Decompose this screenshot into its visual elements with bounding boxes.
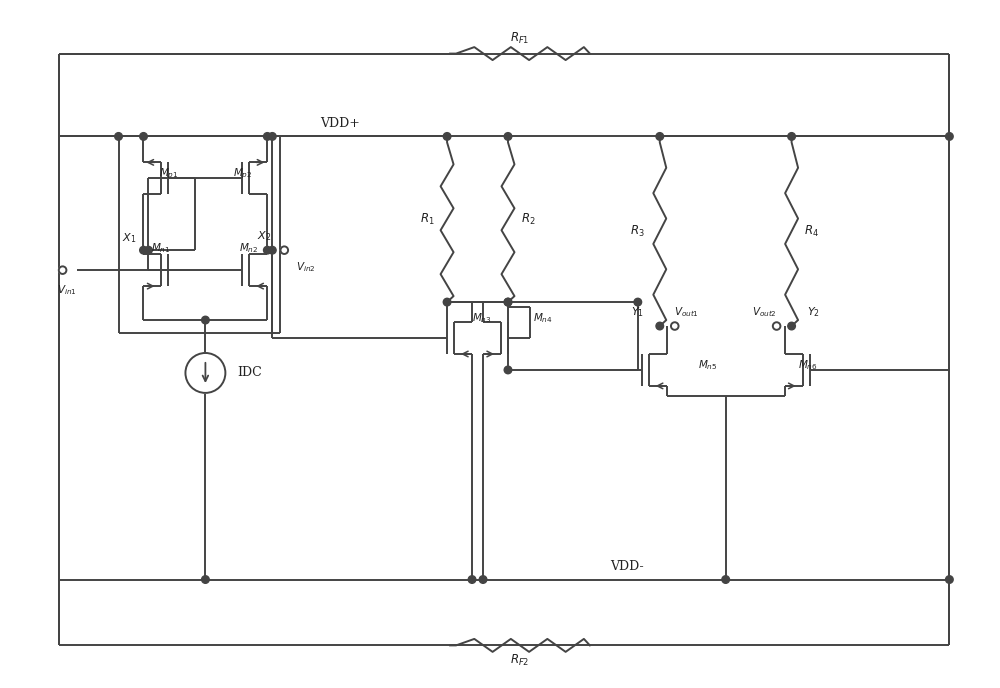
Text: $M_{n5}$: $M_{n5}$ bbox=[698, 358, 717, 372]
Text: $V_{out1}$: $V_{out1}$ bbox=[674, 305, 699, 319]
Circle shape bbox=[946, 133, 953, 140]
Text: $M_{n4}$: $M_{n4}$ bbox=[533, 311, 553, 325]
Circle shape bbox=[443, 133, 451, 140]
Text: $R_1$: $R_1$ bbox=[420, 212, 434, 227]
Circle shape bbox=[656, 133, 664, 140]
Text: IDC: IDC bbox=[237, 367, 262, 380]
Text: $R_{F2}$: $R_{F2}$ bbox=[510, 653, 530, 668]
Circle shape bbox=[264, 133, 271, 140]
Circle shape bbox=[115, 133, 122, 140]
Circle shape bbox=[634, 299, 642, 306]
Text: $R_2$: $R_2$ bbox=[521, 212, 535, 227]
Circle shape bbox=[479, 576, 487, 583]
Text: $R_4$: $R_4$ bbox=[804, 224, 819, 239]
Circle shape bbox=[504, 299, 512, 306]
Circle shape bbox=[722, 576, 729, 583]
Circle shape bbox=[468, 576, 476, 583]
Circle shape bbox=[671, 322, 679, 330]
Text: $V_{in2}$: $V_{in2}$ bbox=[296, 260, 316, 274]
Circle shape bbox=[140, 246, 147, 254]
Circle shape bbox=[946, 576, 953, 583]
Text: $X_1$: $X_1$ bbox=[122, 231, 137, 245]
Text: $V_{out2}$: $V_{out2}$ bbox=[752, 305, 777, 319]
Text: $R_{F1}$: $R_{F1}$ bbox=[510, 31, 530, 46]
Circle shape bbox=[656, 322, 664, 330]
Circle shape bbox=[264, 246, 271, 254]
Circle shape bbox=[443, 299, 451, 306]
Text: $R_3$: $R_3$ bbox=[630, 224, 645, 239]
Text: $Y_1$: $Y_1$ bbox=[631, 305, 644, 319]
Circle shape bbox=[504, 133, 512, 140]
Circle shape bbox=[504, 366, 512, 374]
Circle shape bbox=[504, 299, 512, 306]
Circle shape bbox=[145, 246, 152, 254]
Text: $M_{p2}$: $M_{p2}$ bbox=[233, 166, 252, 180]
Circle shape bbox=[202, 316, 209, 324]
Circle shape bbox=[773, 322, 780, 330]
Text: $X_2$: $X_2$ bbox=[257, 229, 271, 243]
Text: $M_{n3}$: $M_{n3}$ bbox=[472, 311, 492, 325]
Text: VDD-: VDD- bbox=[610, 560, 643, 573]
Circle shape bbox=[269, 133, 276, 140]
Circle shape bbox=[59, 266, 66, 274]
Circle shape bbox=[281, 246, 288, 254]
Text: VDD+: VDD+ bbox=[320, 117, 360, 130]
Text: $V_{in1}$: $V_{in1}$ bbox=[57, 283, 76, 297]
Circle shape bbox=[788, 322, 795, 330]
Circle shape bbox=[269, 246, 276, 254]
Text: $M_{n6}$: $M_{n6}$ bbox=[798, 358, 817, 372]
Text: $M_{p1}$: $M_{p1}$ bbox=[159, 166, 178, 180]
Text: $M_{n1}$: $M_{n1}$ bbox=[151, 241, 170, 255]
Text: $Y_2$: $Y_2$ bbox=[807, 305, 820, 319]
Circle shape bbox=[788, 133, 795, 140]
Circle shape bbox=[185, 353, 225, 393]
Circle shape bbox=[202, 576, 209, 583]
Circle shape bbox=[140, 133, 147, 140]
Text: $M_{n2}$: $M_{n2}$ bbox=[239, 241, 258, 255]
